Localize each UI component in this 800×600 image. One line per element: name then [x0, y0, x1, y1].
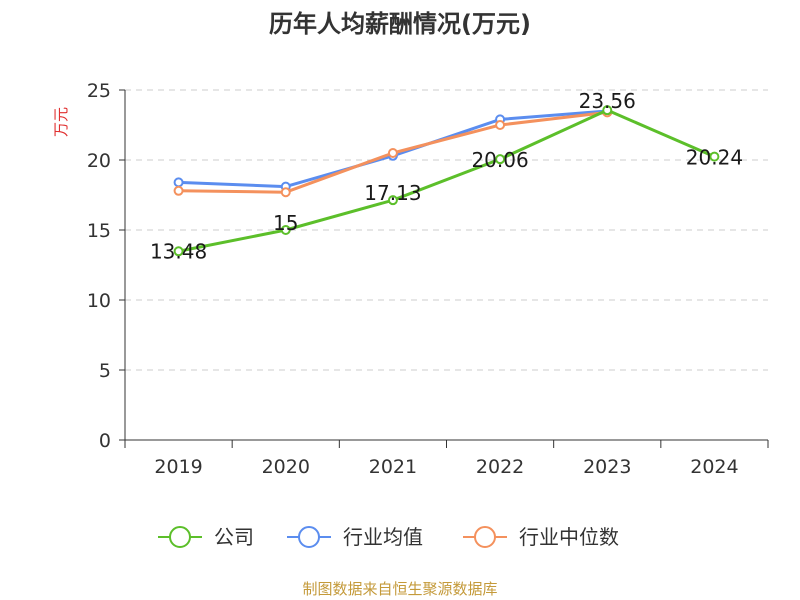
data-label: 20.24	[686, 146, 743, 170]
data-labels: 13.48 15 17.13 20.06 23.56 20.24	[150, 89, 743, 263]
legend-marker	[474, 526, 496, 548]
x-tick-label: 2020	[262, 456, 310, 478]
data-label: 17.13	[364, 181, 421, 205]
legend: 公司 行业均值 行业中位数	[158, 525, 619, 549]
series-point	[495, 154, 506, 165]
y-tick-label: 0	[99, 430, 111, 452]
y-tick-label: 25	[87, 80, 111, 102]
series-point	[387, 148, 398, 158]
y-tick-label: 10	[87, 290, 111, 312]
legend-marker	[169, 526, 191, 548]
data-label: 15	[273, 211, 298, 235]
source-note: 制图数据来自恒生聚源数据库	[302, 580, 497, 598]
x-tick-label: 2024	[690, 456, 738, 478]
series-point	[495, 120, 506, 130]
series-point	[280, 225, 291, 235]
legend-label: 公司	[214, 525, 254, 549]
data-label: 13.48	[150, 239, 207, 263]
grid-lines	[125, 89, 768, 371]
series-point	[709, 151, 720, 162]
y-tick-label: 5	[99, 360, 111, 382]
series-point	[280, 187, 291, 198]
axes: 0 5 10 15 20 25 2019 2020 2021 2022 2023 2024	[87, 80, 769, 478]
y-tick-label: 15	[87, 220, 111, 242]
data-label: 23.56	[579, 89, 636, 113]
legend-marker	[298, 526, 320, 548]
y-tick-label: 20	[87, 150, 111, 172]
x-tick-label: 2021	[369, 456, 417, 478]
series-line	[178, 108, 716, 253]
chart-title: 历年人均薪酬情况(万元)	[269, 10, 531, 38]
series-point	[387, 195, 398, 206]
x-tick-label: 2023	[583, 456, 631, 478]
legend-label: 行业中位数	[519, 525, 619, 549]
series-point	[173, 177, 184, 188]
series-point	[173, 185, 184, 196]
legend-label: 行业均值	[343, 525, 423, 549]
x-tick-label: 2019	[154, 456, 202, 478]
x-tick-label: 2022	[476, 456, 524, 478]
series-point	[173, 246, 184, 257]
series-point	[602, 105, 613, 116]
y-axis-label: 万元	[52, 107, 70, 137]
series-layer	[173, 105, 720, 257]
data-label: 20.06	[471, 148, 528, 172]
